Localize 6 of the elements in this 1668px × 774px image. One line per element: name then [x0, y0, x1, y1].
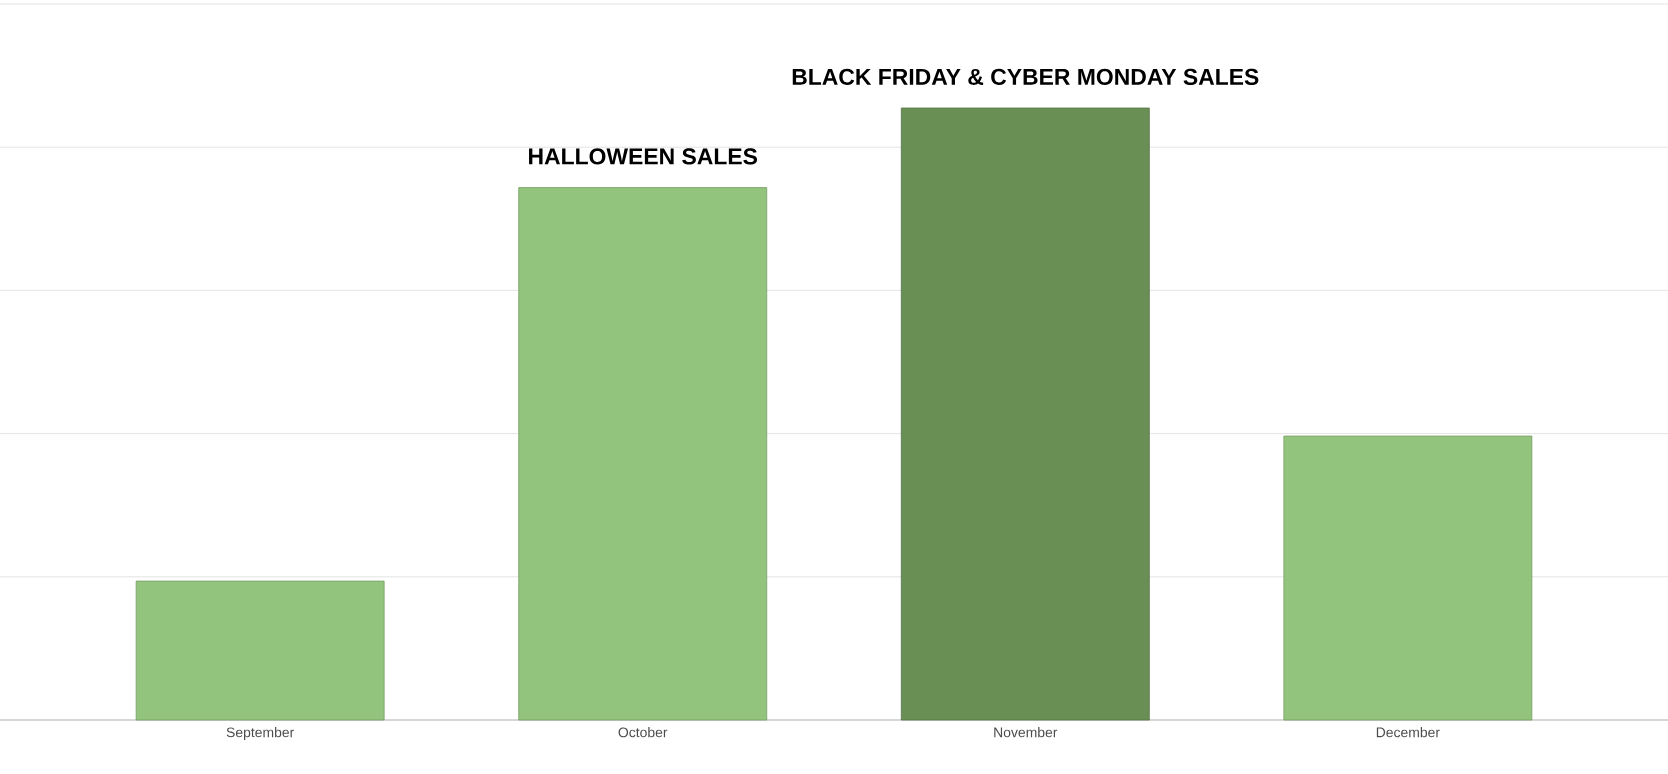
bar: [1283, 435, 1533, 721]
annotation: HALLOWEEN SALES: [529, 148, 758, 165]
bar: [518, 187, 768, 721]
bar: [135, 580, 385, 721]
annotation: BLACK FRIDAY & CYBER MONDAY SALES: [792, 68, 1259, 85]
bar: [900, 107, 1150, 721]
